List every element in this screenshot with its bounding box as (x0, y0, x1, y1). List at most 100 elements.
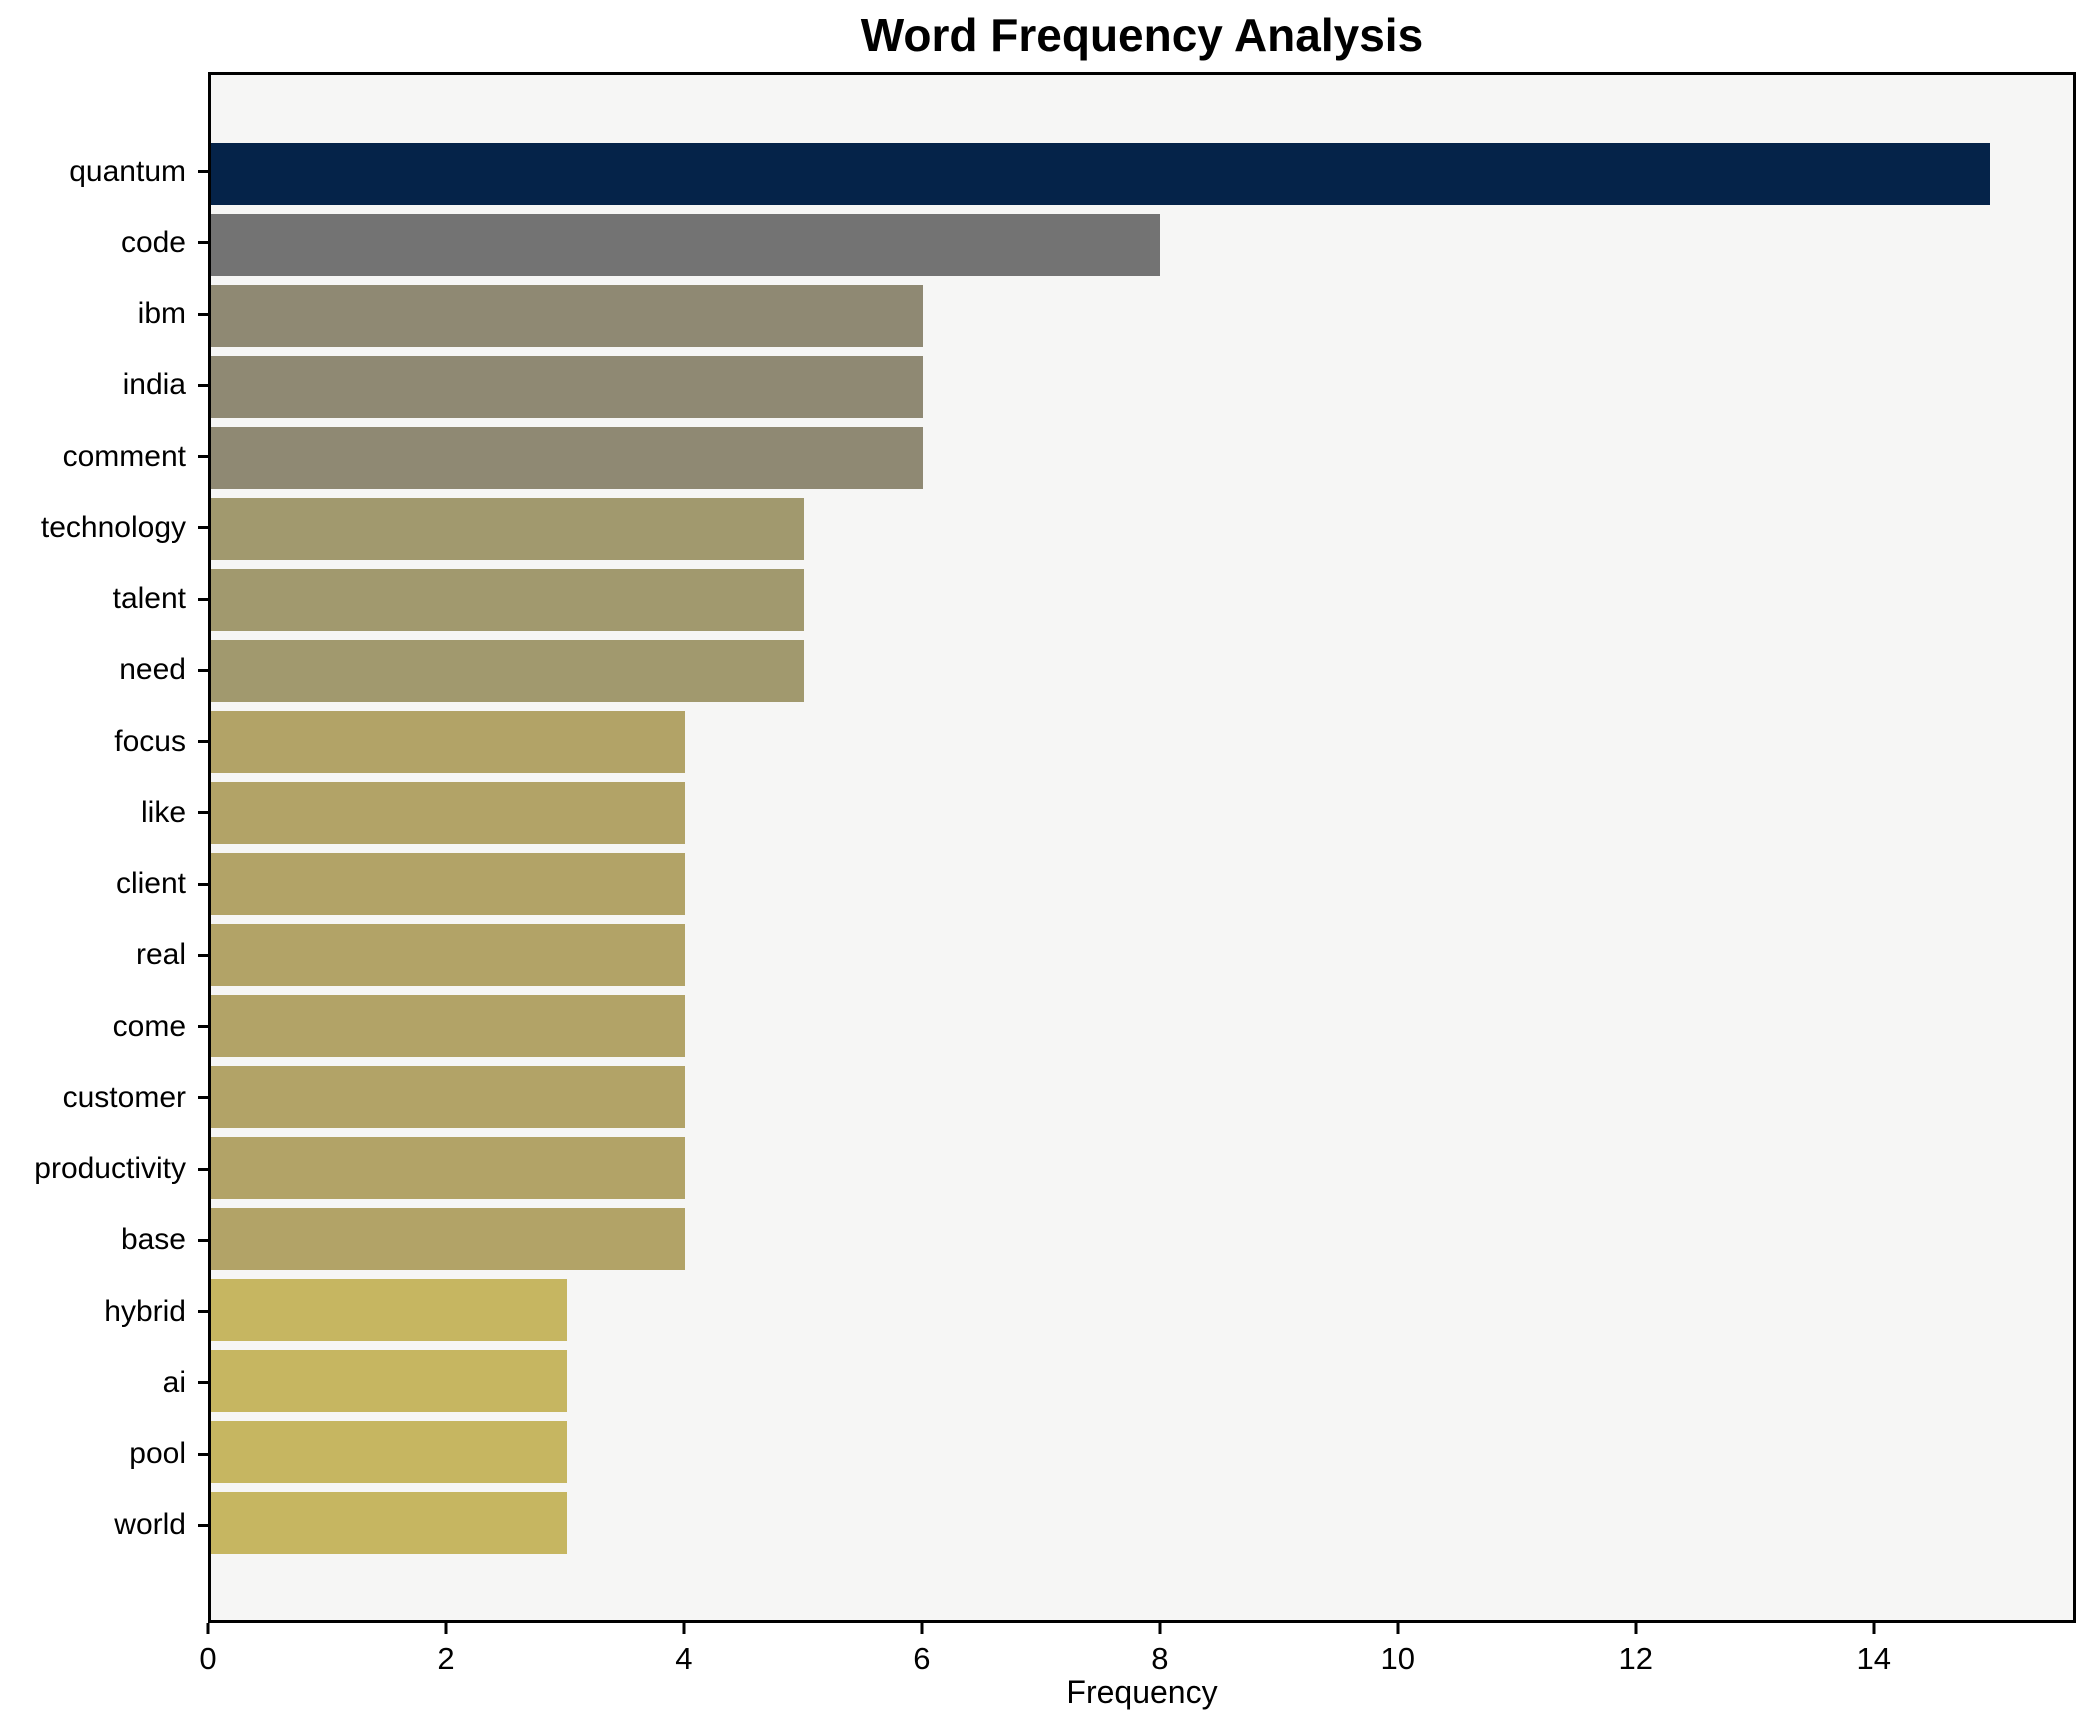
x-tick-mark (1872, 1623, 1876, 1634)
bar-comment (211, 427, 923, 490)
x-tick-mark (1634, 1623, 1638, 1634)
plot-area (208, 72, 2076, 1623)
x-tick-label-8: 8 (1151, 1641, 1169, 1676)
bar-row (211, 636, 2073, 707)
bar-productivity (211, 1136, 686, 1199)
y-tick-label-india: india (122, 368, 186, 402)
bar-customer (211, 1065, 686, 1128)
y-label-row: comment (0, 421, 208, 492)
bar-india (211, 356, 923, 419)
chart-title: Word Frequency Analysis (860, 9, 1424, 61)
x-tick-label-14: 14 (1856, 1641, 1891, 1676)
bar-row (211, 1345, 2073, 1416)
x-tick-mark (1396, 1623, 1400, 1634)
y-tick-label-hybrid: hybrid (104, 1294, 186, 1328)
y-label-row: talent (0, 564, 208, 635)
y-tick-label-talent: talent (112, 582, 186, 616)
bar-row (211, 210, 2073, 281)
x-tick-label-4: 4 (675, 1641, 693, 1676)
y-tick-mark (198, 312, 208, 316)
y-label-row: india (0, 350, 208, 421)
y-tick-mark (198, 526, 208, 530)
y-tick-label-focus: focus (114, 724, 186, 758)
y-label-row: ibm (0, 279, 208, 350)
y-label-row: customer (0, 1062, 208, 1133)
bar-row (211, 352, 2073, 423)
x-tick-mark (444, 1623, 448, 1634)
bar-base (211, 1207, 686, 1270)
x-axis: 0 2 4 6 8 10 12 14 (199, 1623, 2076, 1693)
y-tick-mark (198, 1025, 208, 1029)
y-tick-mark (198, 1452, 208, 1456)
bar-focus (211, 711, 686, 774)
bar-ai (211, 1349, 567, 1412)
y-label-row: pool (0, 1419, 208, 1490)
bar-row (211, 281, 2073, 352)
y-tick-label-need: need (119, 653, 186, 687)
x-tick-label-6: 6 (913, 1641, 931, 1676)
y-label-row: client (0, 849, 208, 920)
bar-row (211, 990, 2073, 1061)
x-axis-label: Frequency (1066, 1674, 1218, 1710)
bar-row (211, 778, 2073, 849)
bar-code (211, 214, 1160, 277)
y-label-row: need (0, 635, 208, 706)
x-tick-mark (682, 1623, 686, 1634)
x-tick-mark (920, 1623, 924, 1634)
y-tick-label-like: like (140, 795, 186, 829)
y-label-row: hybrid (0, 1276, 208, 1347)
bar-quantum (211, 143, 1990, 206)
bar-client (211, 853, 686, 915)
y-tick-mark (198, 1167, 208, 1171)
bar-row (211, 1061, 2073, 1132)
y-tick-label-pool: pool (129, 1437, 186, 1471)
y-tick-label-customer: customer (62, 1080, 186, 1114)
y-tick-mark (198, 241, 208, 245)
y-label-row: quantum (0, 136, 208, 207)
y-label-row: come (0, 991, 208, 1062)
y-tick-mark (198, 811, 208, 815)
bar-hybrid (211, 1278, 567, 1341)
bar-row (211, 849, 2073, 920)
y-tick-label-base: base (120, 1223, 186, 1257)
bar-row (211, 565, 2073, 636)
y-label-row: technology (0, 492, 208, 563)
y-label-row: productivity (0, 1134, 208, 1205)
x-tick-label-12: 12 (1618, 1641, 1654, 1676)
y-tick-label-quantum: quantum (69, 154, 186, 188)
y-axis-labels: quantum code ibm india comment technology tale… (0, 72, 208, 1623)
bar-pool (211, 1420, 567, 1483)
y-tick-mark (198, 170, 208, 174)
y-tick-mark (198, 882, 208, 886)
y-tick-label-real: real (135, 938, 186, 972)
x-tick-label-2: 2 (437, 1641, 455, 1676)
bar-row (211, 494, 2073, 565)
y-tick-mark (198, 740, 208, 744)
x-tick-mark (1158, 1623, 1162, 1634)
y-tick-mark (198, 1381, 208, 1385)
y-tick-mark (198, 1238, 208, 1242)
y-tick-mark (198, 1523, 208, 1527)
y-tick-mark (198, 1310, 208, 1314)
bar-row (211, 1274, 2073, 1345)
bar-world (211, 1491, 567, 1554)
bar-like (211, 782, 686, 845)
x-tick-mark (206, 1623, 210, 1634)
y-tick-mark (198, 597, 208, 601)
y-label-row: world (0, 1490, 208, 1561)
x-tick-label-0: 0 (199, 1641, 217, 1676)
y-tick-label-comment: comment (62, 439, 186, 473)
y-label-row: ai (0, 1347, 208, 1418)
y-tick-label-productivity: productivity (34, 1152, 186, 1186)
y-tick-label-ibm: ibm (137, 297, 186, 331)
y-label-row: base (0, 1205, 208, 1276)
y-tick-mark (198, 383, 208, 387)
bar-ibm (211, 285, 923, 348)
bar-talent (211, 569, 804, 632)
y-tick-mark (198, 668, 208, 672)
bar-row (211, 139, 2073, 210)
bar-row (211, 707, 2073, 778)
y-label-row: like (0, 777, 208, 848)
y-tick-label-ai: ai (162, 1365, 186, 1399)
y-label-row: real (0, 920, 208, 991)
